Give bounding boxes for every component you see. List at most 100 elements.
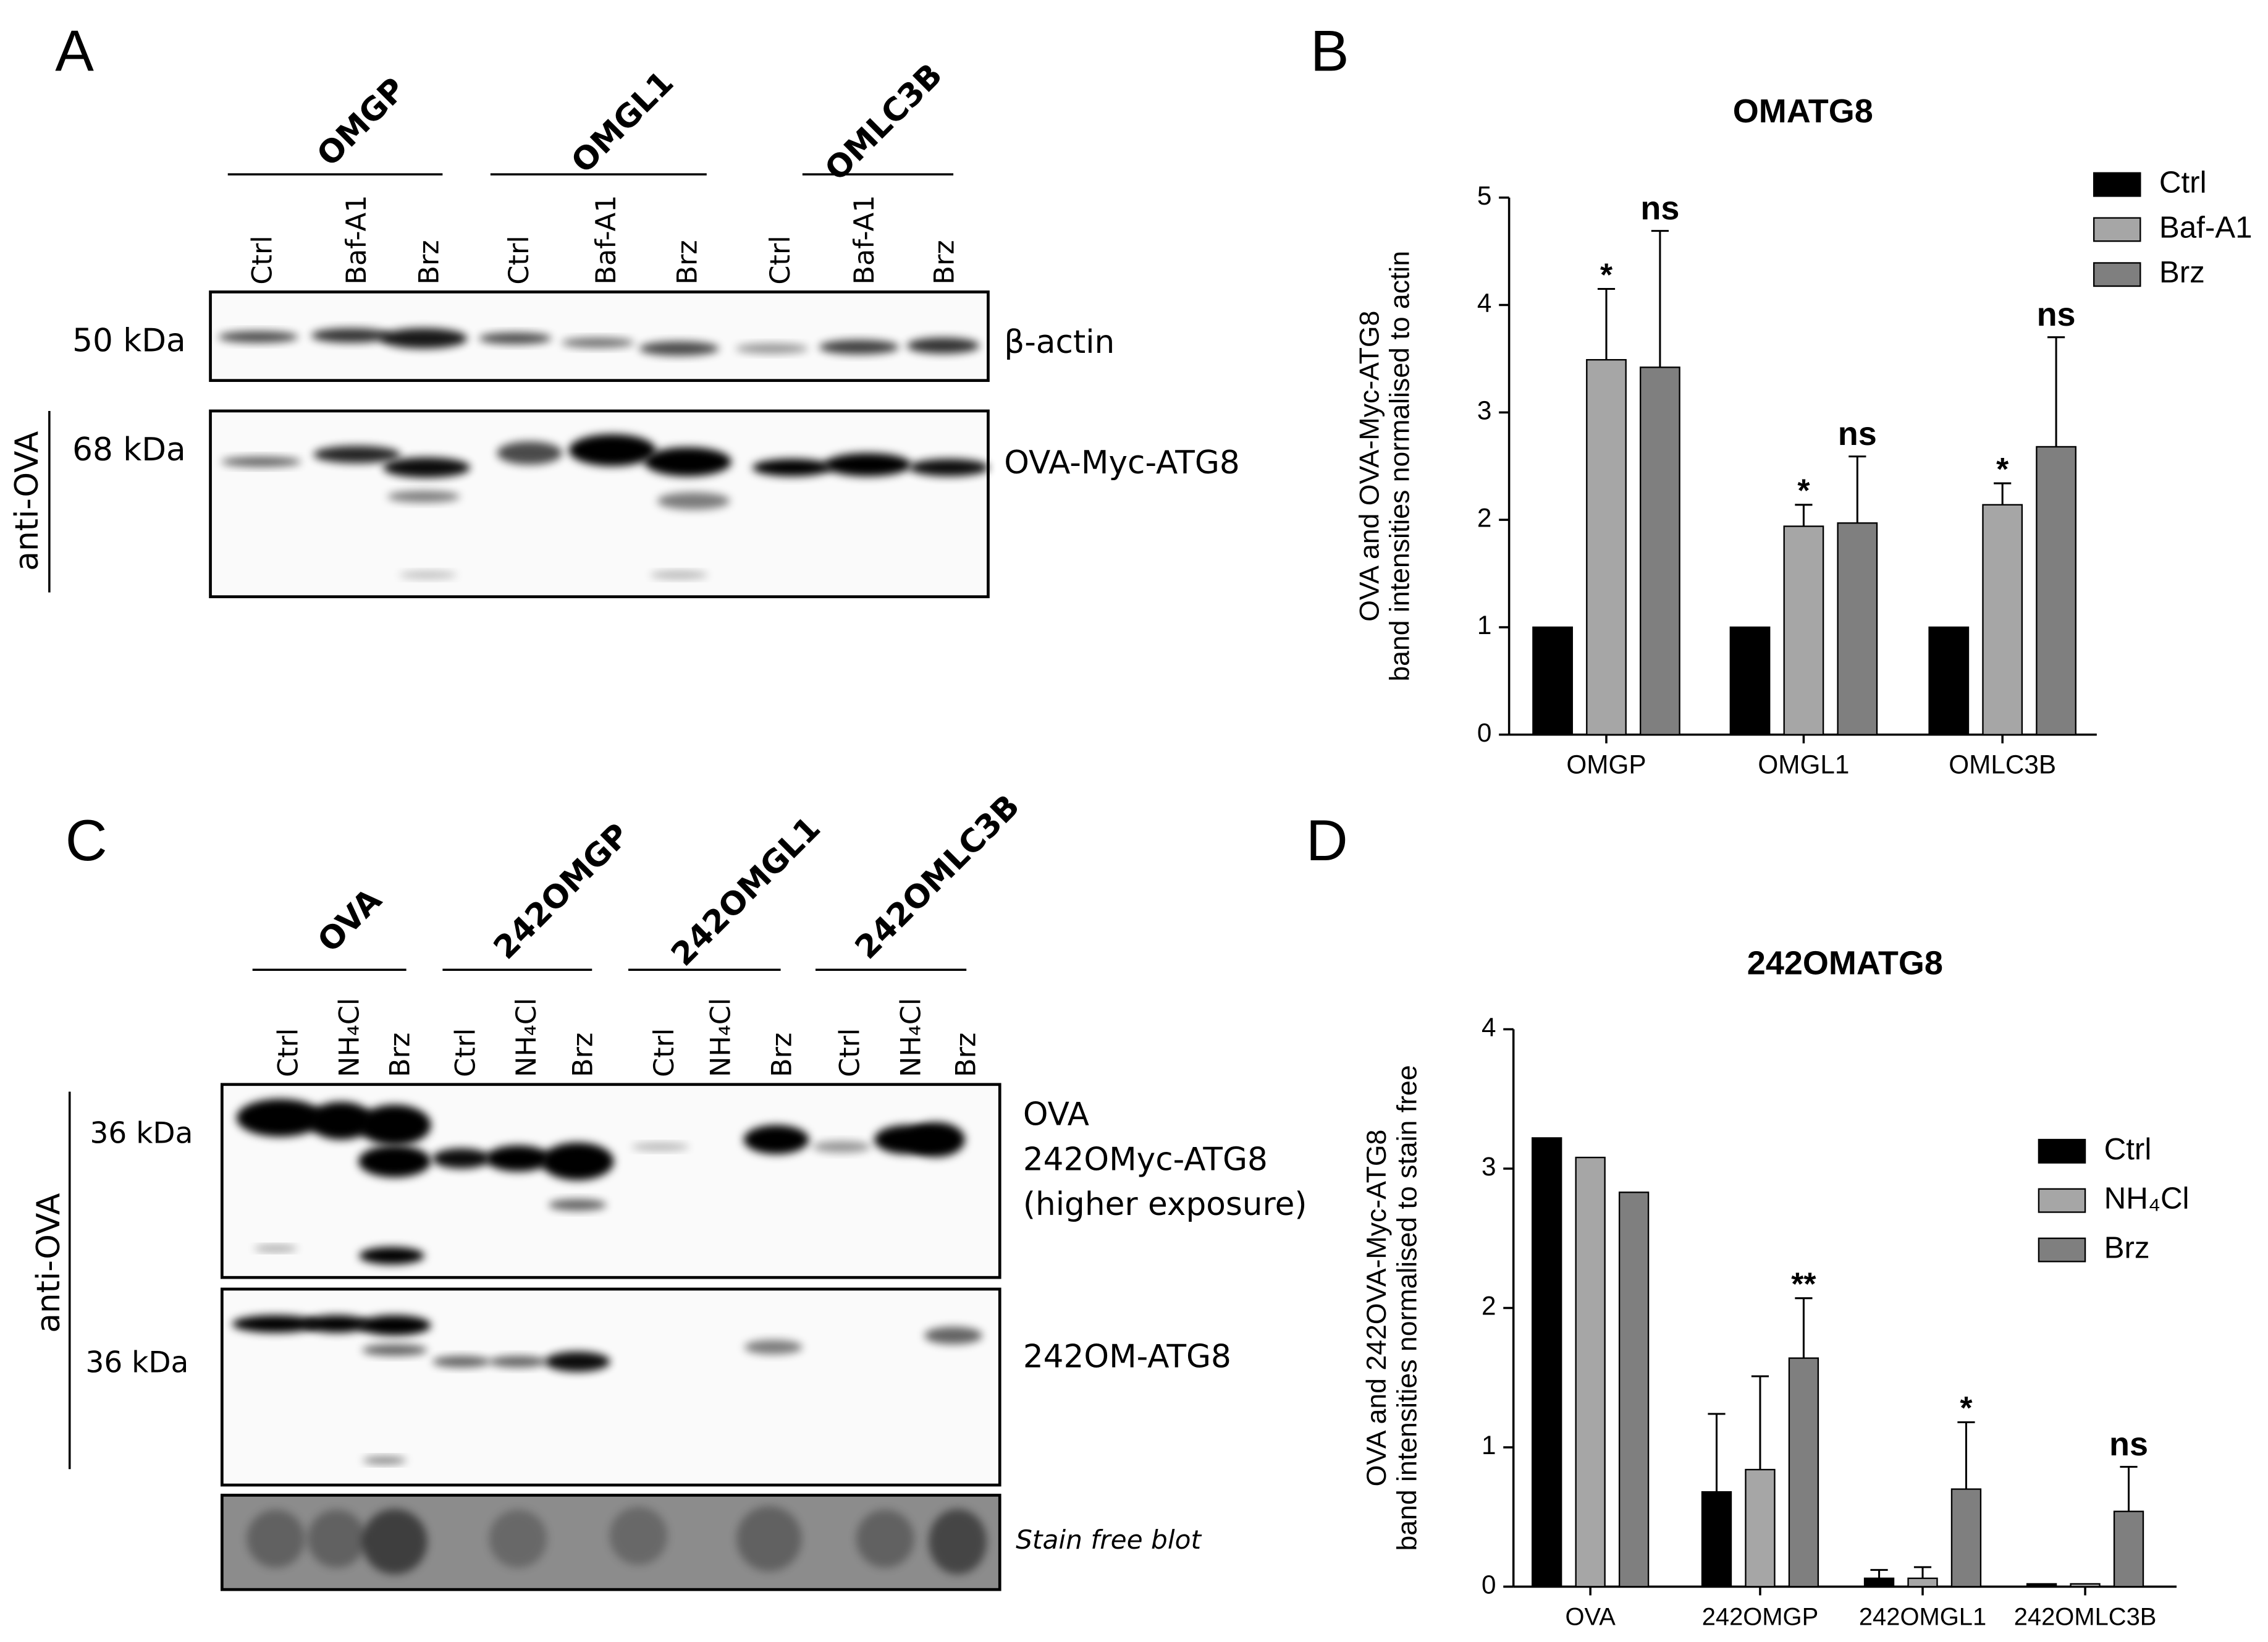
bar	[1575, 1156, 1606, 1588]
blot-label: β-actin	[1004, 324, 1115, 361]
blot-label: 242OMyc-ATG8	[1023, 1141, 1268, 1178]
blot-band	[631, 1143, 689, 1151]
legend-swatch	[2038, 1188, 2086, 1213]
blot-band	[568, 434, 656, 467]
y-tick-label: 3	[1482, 1152, 1496, 1181]
significance-label: *	[1996, 451, 2009, 487]
lane-label: Ctrl	[503, 235, 535, 284]
blot-band	[218, 331, 298, 343]
blot-band	[924, 1327, 983, 1345]
blot-band	[644, 447, 731, 476]
lane-label: Ctrl	[246, 235, 278, 284]
blot-band	[383, 457, 470, 478]
blot-band	[221, 456, 301, 467]
bar	[1745, 1468, 1776, 1588]
bar	[1532, 626, 1573, 735]
significance-label: *	[1960, 1390, 1973, 1426]
blot-band	[929, 1509, 987, 1575]
blot-band	[247, 1509, 305, 1568]
y-axis-label: band intensities normalised to stain fre…	[1392, 1065, 1422, 1551]
lane-label: NH₄Cl	[510, 998, 542, 1077]
blot-band	[909, 459, 989, 476]
significance-label: *	[1600, 256, 1613, 292]
panel-letter: A	[55, 18, 94, 83]
significance-label: **	[1791, 1266, 1816, 1302]
lane-label: Brz	[567, 1033, 599, 1077]
marker-label: 68 kDa	[72, 431, 186, 468]
error-bar	[1597, 287, 1616, 360]
error-bar	[1795, 1297, 1813, 1358]
antibody-label: anti-OVA	[30, 1193, 67, 1333]
blot-band	[387, 491, 460, 502]
blot-band	[489, 1355, 547, 1368]
error-bar	[2047, 336, 2065, 447]
legend-label: Ctrl	[2159, 166, 2207, 200]
x-tick-label: 242OMGP	[1702, 1604, 1819, 1631]
lane-label: Brz	[384, 1033, 416, 1077]
blot-label: (higher exposure)	[1023, 1186, 1307, 1223]
y-tick-label: 4	[1477, 289, 1492, 318]
lane-label: Ctrl	[449, 1028, 481, 1077]
blot-band	[432, 1355, 491, 1368]
error-bar	[1957, 1421, 1975, 1489]
x-tick-label: OMGL1	[1758, 750, 1849, 779]
blot-band	[544, 1351, 610, 1372]
lane-label: Ctrl	[648, 1028, 680, 1077]
bar	[1863, 1577, 1895, 1588]
blot-band	[743, 1125, 809, 1154]
legend-label: Brz	[2104, 1231, 2150, 1265]
lane-label: Ctrl	[764, 235, 796, 284]
x-tick-label: 242OMGL1	[1859, 1604, 1986, 1631]
bar	[1532, 1137, 1562, 1588]
legend-label: Baf-A1	[2159, 210, 2253, 244]
y-tick-label: 3	[1477, 396, 1492, 425]
bar	[2070, 1583, 2101, 1588]
significance-label: ns	[2109, 1426, 2148, 1463]
significance-label: *	[1797, 473, 1810, 509]
blot-label: OVA-Myc-ATG8	[1004, 444, 1239, 481]
blot-band	[609, 1507, 668, 1565]
chart-title: 242OMATG8	[1747, 944, 1943, 981]
blot-band	[856, 1509, 914, 1568]
legend-swatch	[2093, 262, 2141, 287]
bar	[1982, 504, 2023, 735]
blot-band	[358, 1145, 431, 1178]
significance-label: ns	[1640, 190, 1679, 227]
lane-label: Brz	[765, 1033, 798, 1077]
error-bar	[2120, 1465, 2138, 1512]
blot-band	[479, 332, 552, 344]
blot-band	[735, 343, 809, 354]
blot-label: Stain free blot	[1016, 1525, 1202, 1555]
y-tick-label: 4	[1482, 1013, 1496, 1042]
panel-letter: C	[65, 808, 107, 873]
x-tick-label: OVA	[1566, 1604, 1616, 1631]
group-label: OMGP	[310, 71, 413, 174]
blot-band	[657, 492, 730, 510]
panel-letter: D	[1306, 808, 1348, 873]
y-axis-label: band intensities normalised to actin	[1385, 251, 1415, 682]
blot-band	[736, 1506, 802, 1572]
error-bar	[1751, 1375, 1769, 1470]
bar	[1950, 1488, 1982, 1588]
blot-band	[548, 1199, 607, 1211]
error-bar	[1708, 1413, 1726, 1492]
blot-panel-c: OVA 242OMGP 242OMGL1 242OMLC3B 36 kDa 36…	[30, 787, 1307, 1591]
y-axis-label: OVA and 242OVA-Myc-ATG8	[1362, 1130, 1392, 1487]
blot-label: OVA	[1023, 1096, 1089, 1133]
y-tick-label: 5	[1477, 181, 1492, 210]
lane-label: NH₄Cl	[705, 998, 737, 1077]
y-tick-label: 1	[1477, 611, 1492, 640]
error-bar	[1913, 1566, 1932, 1578]
lane-label: Brz	[672, 240, 704, 284]
bar	[1729, 626, 1771, 735]
y-tick-label: 1	[1482, 1431, 1496, 1460]
lane-label: Brz	[413, 240, 445, 284]
blot-band	[744, 1340, 803, 1355]
blot-band	[485, 1145, 551, 1172]
error-bar	[1795, 504, 1813, 527]
legend-swatch	[2093, 217, 2141, 242]
group-label: 242OMGL1	[664, 810, 828, 973]
blot-band	[639, 341, 719, 356]
blot-band	[497, 441, 563, 465]
lane-label: NH₄Cl	[333, 998, 365, 1077]
